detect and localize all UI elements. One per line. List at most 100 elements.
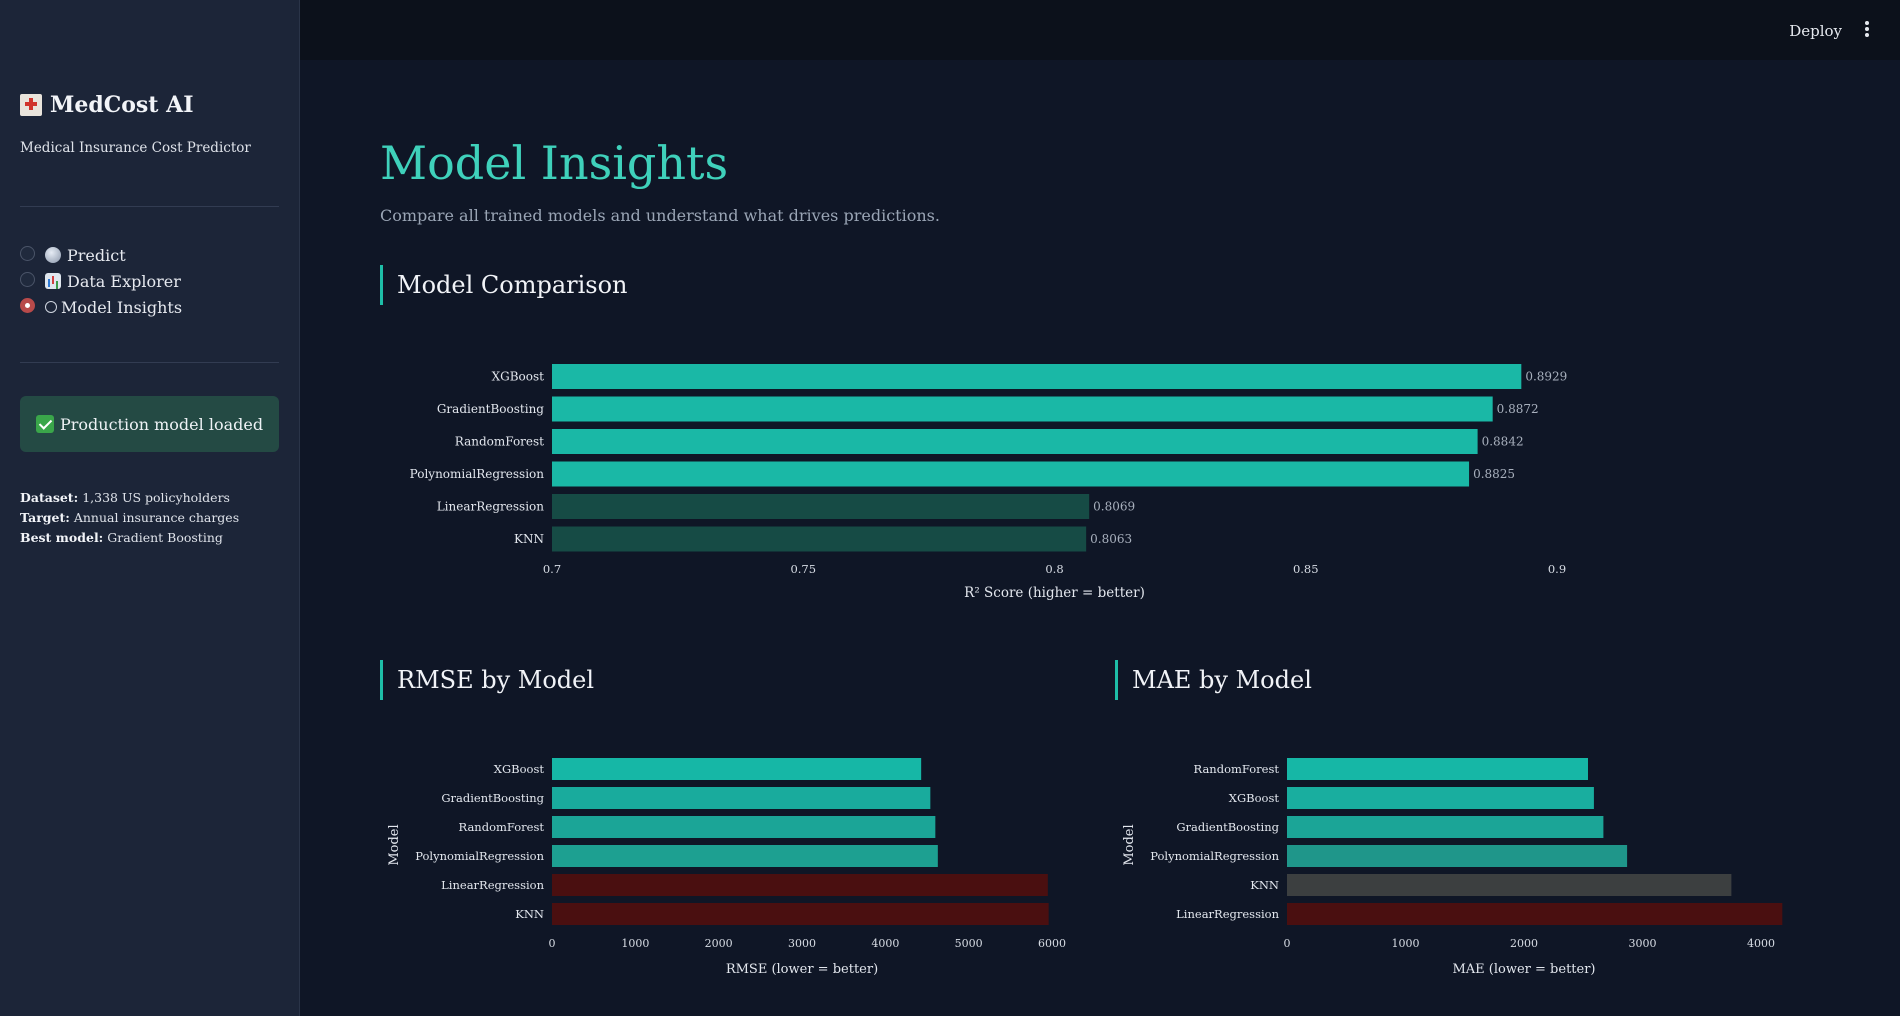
- x-tick-label: 6000: [1038, 937, 1066, 950]
- bar-RandomForest: [552, 816, 936, 838]
- category-label: KNN: [515, 907, 544, 921]
- more-menu-icon[interactable]: [1864, 21, 1870, 39]
- category-label: GradientBoosting: [441, 791, 544, 805]
- dataset-line: Dataset: 1,338 US policyholders: [20, 490, 230, 505]
- x-tick-label: 0.9: [1548, 562, 1566, 576]
- nav-label-predict: Predict: [67, 245, 126, 265]
- bar-KNN: [552, 526, 1087, 552]
- category-label: RandomForest: [1194, 762, 1280, 776]
- section-title-model-comparison: Model Comparison: [380, 265, 628, 305]
- x-axis-label: RMSE (lower = better): [726, 962, 878, 977]
- x-tick-label: 0.7: [543, 562, 561, 576]
- app-subtitle: Medical Insurance Cost Predictor: [20, 140, 251, 156]
- x-axis-label: MAE (lower = better): [1452, 962, 1595, 977]
- category-label: LinearRegression: [441, 878, 544, 892]
- x-tick-label: 2000: [1510, 937, 1538, 950]
- robot-icon: [45, 301, 57, 313]
- category-label: XGBoost: [492, 370, 545, 384]
- x-tick-label: 0.8: [1045, 562, 1063, 576]
- crystal-ball-icon: [45, 247, 61, 263]
- x-tick-label: 2000: [705, 937, 733, 950]
- bar-RandomForest: [552, 429, 1478, 454]
- data-label: 0.8929: [1525, 370, 1567, 384]
- page-nav: Predict Data Explorer Model Insights: [20, 242, 182, 320]
- category-label: XGBoost: [494, 762, 545, 776]
- hospital-icon: [20, 94, 42, 116]
- data-label: 0.8063: [1090, 532, 1132, 546]
- x-tick-label: 3000: [1629, 937, 1657, 950]
- x-tick-label: 0: [549, 937, 556, 950]
- section-title-rmse: RMSE by Model: [380, 660, 594, 700]
- x-axis-label: R² Score (higher = better): [964, 585, 1145, 601]
- sidebar: MedCost AI Medical Insurance Cost Predic…: [0, 0, 300, 1016]
- y-axis-label: Model: [387, 824, 402, 865]
- category-label: KNN: [1250, 878, 1279, 892]
- bar-GradientBoosting: [1287, 816, 1604, 838]
- radio-model-insights[interactable]: [20, 297, 35, 313]
- bar-GradientBoosting: [552, 787, 931, 809]
- x-tick-label: 1000: [621, 937, 649, 950]
- brand-title: MedCost AI: [50, 92, 194, 118]
- x-tick-label: 0: [1284, 937, 1291, 950]
- model-status-text: Production model loaded: [60, 414, 264, 434]
- page-subtitle: Compare all trained models and understan…: [380, 206, 940, 225]
- bar-PolynomialRegression: [552, 461, 1470, 487]
- x-tick-label: 1000: [1392, 937, 1420, 950]
- radio-predict[interactable]: [20, 245, 35, 261]
- category-label: KNN: [514, 532, 544, 546]
- category-label: GradientBoosting: [437, 402, 544, 416]
- bar-chart-icon: [45, 273, 61, 289]
- nav-item-predict[interactable]: Predict: [20, 242, 182, 268]
- category-label: RandomForest: [459, 820, 545, 834]
- bar-XGBoost: [552, 758, 922, 780]
- sidebar-divider: [20, 206, 279, 207]
- data-label: 0.8842: [1482, 435, 1524, 449]
- check-icon: [36, 415, 54, 433]
- bar-KNN: [552, 903, 1049, 925]
- bar-GradientBoosting: [552, 396, 1493, 422]
- model-status-box: Production model loaded: [20, 396, 279, 452]
- bar-LinearRegression: [1287, 903, 1783, 925]
- bar-XGBoost: [1287, 787, 1594, 809]
- best-model-line: Best model: Gradient Boosting: [20, 530, 223, 545]
- bar-XGBoost: [552, 364, 1522, 389]
- dataset-info: Dataset: 1,338 US policyholders Target: …: [20, 488, 239, 548]
- category-label: PolynomialRegression: [1150, 849, 1279, 863]
- r2-comparison-chart: XGBoost 0.8929 GradientBoosting 0.8872 Rando…: [410, 364, 1567, 601]
- x-tick-label: 5000: [955, 937, 983, 950]
- category-label: LinearRegression: [1176, 907, 1279, 921]
- category-label: GradientBoosting: [1176, 820, 1279, 834]
- data-label: 0.8872: [1497, 402, 1539, 416]
- data-label: 0.8825: [1473, 467, 1515, 481]
- x-tick-label: 4000: [1747, 937, 1775, 950]
- radio-data-explorer[interactable]: [20, 271, 35, 287]
- section-title-mae: MAE by Model: [1115, 660, 1312, 700]
- sidebar-divider: [20, 362, 279, 363]
- category-label: RandomForest: [455, 435, 544, 449]
- category-label: LinearRegression: [437, 500, 545, 514]
- x-tick-label: 0.75: [790, 562, 816, 576]
- x-tick-label: 4000: [871, 937, 899, 950]
- data-label: 0.8069: [1093, 500, 1135, 514]
- category-label: PolynomialRegression: [410, 467, 545, 481]
- target-line: Target: Annual insurance charges: [20, 510, 240, 525]
- nav-label-data-explorer: Data Explorer: [67, 271, 181, 291]
- page-title: Model Insights: [380, 136, 729, 190]
- brand: MedCost AI: [20, 92, 193, 118]
- category-label: XGBoost: [1229, 791, 1280, 805]
- x-tick-label: 0.85: [1293, 562, 1319, 576]
- category-label: PolynomialRegression: [415, 849, 544, 863]
- bar-PolynomialRegression: [552, 845, 938, 867]
- bar-PolynomialRegression: [1287, 845, 1628, 867]
- nav-item-data-explorer[interactable]: Data Explorer: [20, 268, 182, 294]
- nav-item-model-insights[interactable]: Model Insights: [20, 294, 182, 320]
- nav-label-model-insights: Model Insights: [61, 297, 183, 317]
- y-axis-label: Model: [1122, 824, 1137, 865]
- deploy-button[interactable]: Deploy: [1789, 22, 1842, 40]
- top-header: Deploy: [300, 0, 1900, 60]
- bar-RandomForest: [1287, 758, 1588, 780]
- bar-LinearRegression: [552, 874, 1048, 896]
- rmse-chart: XGBoost GradientBoosting RandomForest Polyn…: [387, 758, 1066, 977]
- x-tick-label: 3000: [788, 937, 816, 950]
- bar-LinearRegression: [552, 494, 1090, 519]
